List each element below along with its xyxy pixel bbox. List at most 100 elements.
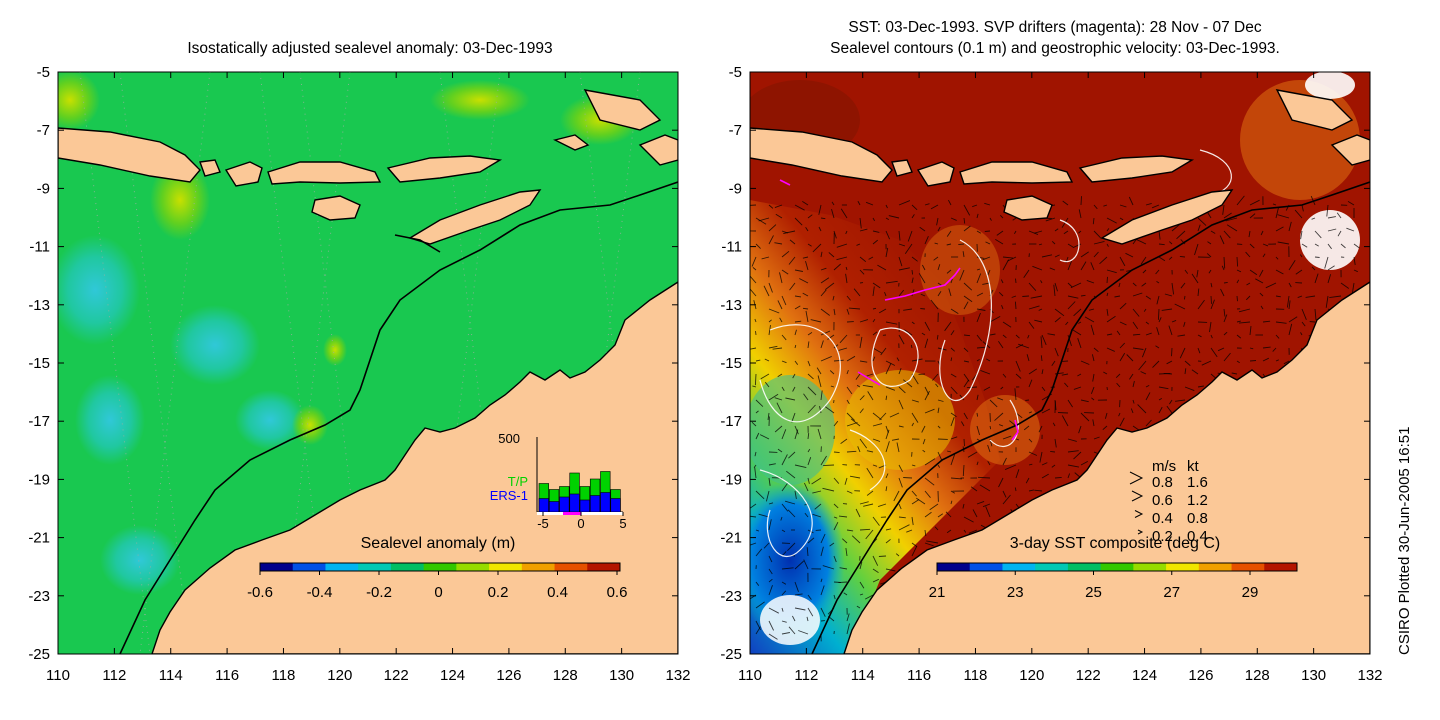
inset-bar-ers (548, 501, 560, 513)
plot-footer: CSIRO Plotted 30-Jun-2005 16:51 (1396, 426, 1413, 655)
velocity-legend: m/s kt 0.8 1.60.6 1.20.4 0.80.2 0.4 (1129, 458, 1208, 545)
left-x-tick-label: 128 (553, 667, 578, 684)
left-colorbar-swatch (587, 563, 621, 571)
velocity-legend-kt-header: kt (1187, 458, 1200, 475)
left-colorbar-tick: -0.6 (247, 584, 273, 601)
inset-bar-ers (589, 495, 601, 513)
right-colorbar-swatch (1264, 563, 1298, 571)
inset-legend-tp: T/P (508, 474, 528, 489)
right-y-tick-label: -7 (729, 122, 742, 139)
left-colorbar-tick: 0.4 (547, 584, 568, 601)
left-x-tick-label: 130 (609, 667, 634, 684)
inset-bar-ers (538, 498, 549, 513)
left-y-tick-label: -11 (29, 239, 50, 256)
left-y-tick-label: -9 (37, 180, 50, 197)
right-colorbar-tick: 29 (1242, 584, 1259, 601)
right-colorbar-tick: 23 (1007, 584, 1024, 601)
velocity-legend-ms: 0.4 (1152, 510, 1173, 527)
right-x-tick-label: 132 (1357, 667, 1382, 684)
left-colorbar: Sealevel anomaly (m) -0.6 -0.4 -0.2 0 0.2 0.4… (247, 535, 627, 601)
left-colorbar-tick: -0.2 (366, 584, 392, 601)
indonesia-islands (58, 89, 678, 245)
australia-landmass-right (843, 281, 1370, 654)
left-colorbar-tick: 0.6 (607, 584, 628, 601)
right-y-tick-label: -21 (720, 530, 742, 547)
left-x-tick-label: 120 (327, 667, 352, 684)
velocity-legend-kt: 1.2 (1187, 492, 1208, 509)
right-colorbar-swatch (1231, 563, 1265, 571)
inset-bar-ers (559, 496, 570, 513)
left-y-tick-label: -25 (28, 646, 50, 663)
right-y-tick-label: -9 (729, 180, 742, 197)
right-x-tick-label: 124 (1132, 667, 1157, 684)
left-x-tick-label: 126 (496, 667, 521, 684)
left-map: 110 112 114 116 118 120 122 124 126 128 130 132 -5-… (28, 64, 690, 684)
right-colorbar-tick: 21 (929, 584, 946, 601)
velocity-legend-kt: 0.8 (1187, 510, 1208, 527)
velocity-legend-kt: 0.4 (1187, 528, 1208, 545)
right-colorbar-swatch (937, 563, 971, 571)
left-colorbar-swatch (390, 563, 425, 571)
left-y-tick-label: -7 (37, 122, 50, 139)
right-y-tick-label: -19 (720, 471, 742, 488)
left-x-tick-label: 124 (440, 667, 465, 684)
right-y-tick-label: -5 (729, 64, 742, 81)
left-colorbar-swatch (358, 563, 392, 571)
left-y-tick-label: -21 (28, 530, 50, 547)
right-map-title-line2: Sealevel contours (0.1 m) and geostrophi… (830, 40, 1280, 57)
right-colorbar-swatch (1133, 563, 1167, 571)
left-colorbar-swatch (260, 563, 294, 571)
right-colorbar-tick: 25 (1085, 584, 1102, 601)
velocity-legend-arrow (1131, 490, 1144, 502)
left-colorbar-swatch (423, 563, 457, 571)
right-x-tick-label: 130 (1301, 667, 1326, 684)
velocity-legend-ms: 0.2 (1152, 528, 1173, 545)
left-map-title: Isostatically adjusted sealevel anomaly:… (187, 40, 553, 57)
inset-legend-ers: ERS-1 (490, 488, 528, 503)
velocity-legend-ms: 0.6 (1152, 492, 1173, 509)
left-y-tick-label: -17 (28, 413, 50, 430)
inset-drifter-marker (563, 512, 581, 515)
velocity-legend-ms-header: m/s (1152, 458, 1176, 475)
inset-bar-ers (569, 493, 580, 513)
right-y-tick-label: -17 (720, 413, 742, 430)
left-x-tick-label: 116 (215, 667, 239, 684)
right-x-tick-label: 122 (1076, 667, 1101, 684)
velocity-legend-arrow (1129, 471, 1144, 485)
left-y-tick-label: -5 (37, 64, 50, 81)
right-y-tick-label: -23 (720, 588, 742, 605)
left-x-tick-label: 122 (384, 667, 409, 684)
inset-histogram: 500 T/P ERS-1 -5 0 5 (490, 431, 627, 531)
left-y-tick-label: -15 (28, 355, 50, 372)
velocity-legend-arrow (1134, 510, 1144, 518)
left-colorbar-tick: 0.2 (488, 584, 509, 601)
left-x-tick-label: 114 (159, 667, 183, 684)
right-colorbar: 3-day SST composite (deg C) 21 23 25 27 29 (929, 535, 1298, 601)
right-colorbar-swatch (1035, 563, 1069, 571)
right-x-tick-label: 116 (907, 667, 931, 684)
inset-bar-ers (579, 499, 590, 513)
right-x-tick-label: 120 (1019, 667, 1044, 684)
right-colorbar-swatch (1166, 563, 1200, 571)
right-y-axis: -5 -7 -9 -11 -13 -15 -17 -19 -21 -23 -25 (720, 64, 1370, 663)
right-x-tick-label: 118 (963, 667, 987, 684)
inset-ylabel: 500 (498, 431, 520, 446)
left-colorbar-tick: -0.4 (307, 584, 333, 601)
right-y-tick-label: -11 (721, 239, 742, 256)
right-colorbar-swatch (1100, 563, 1134, 571)
inset-x-tick: 0 (577, 516, 584, 531)
inset-x-tick: -5 (537, 516, 549, 531)
right-x-tick-label: 126 (1188, 667, 1213, 684)
velocity-legend-ms: 0.8 (1152, 474, 1173, 491)
left-colorbar-swatch (489, 563, 523, 571)
right-y-tick-label: -13 (720, 297, 742, 314)
right-map: 110 112 114 116 118 120 122 124 126 128 130 132 -5-… (720, 64, 1382, 684)
left-y-tick-label: -13 (28, 297, 50, 314)
right-colorbar-tick: 27 (1163, 584, 1180, 601)
left-colorbar-swatch (292, 563, 326, 571)
left-colorbar-label: Sealevel anomaly (m) (361, 535, 516, 552)
right-x-tick-label: 110 (738, 667, 762, 684)
right-colorbar-swatch (969, 563, 1003, 571)
left-y-tick-label: -19 (28, 471, 50, 488)
right-colorbar-swatch (1198, 563, 1233, 571)
